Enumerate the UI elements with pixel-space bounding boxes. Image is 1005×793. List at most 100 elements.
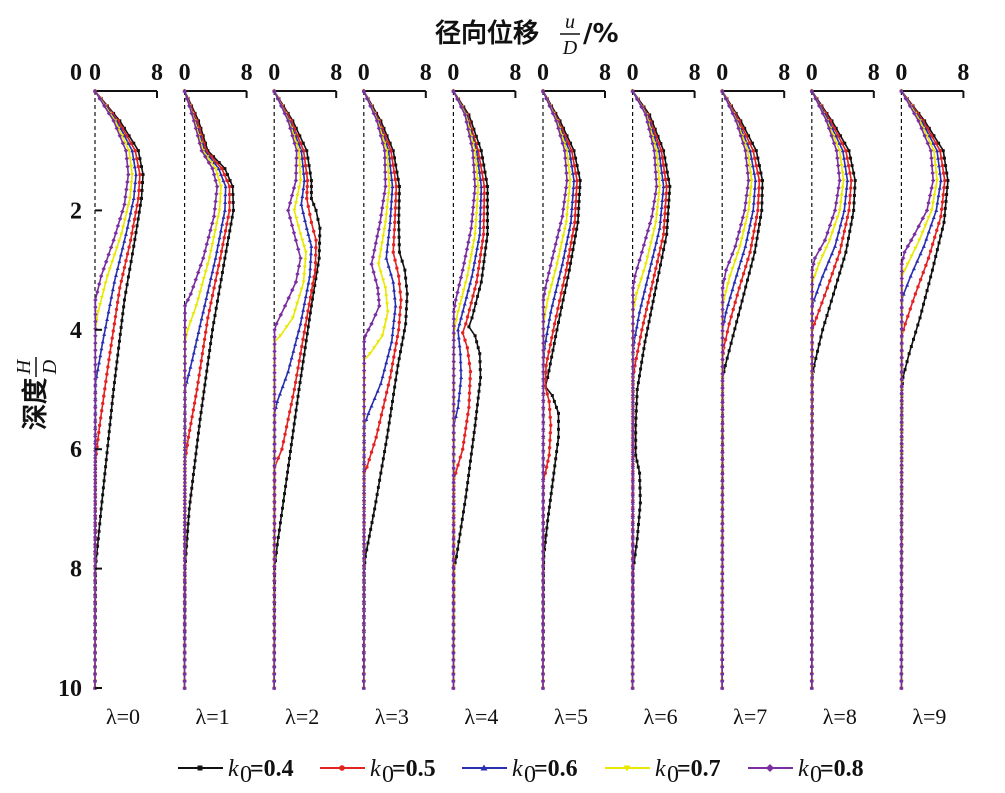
series-point: [564, 283, 568, 287]
series-point: [378, 133, 384, 138]
series-point: [471, 267, 476, 271]
series-point: [662, 149, 666, 153]
series-point: [727, 349, 731, 353]
series-point: [720, 585, 725, 591]
series-point: [272, 542, 277, 547]
series-point: [272, 341, 277, 347]
series-point: [916, 285, 920, 289]
series-point: [641, 321, 646, 325]
series-point: [309, 288, 314, 293]
series-point: [303, 250, 308, 255]
series-point: [219, 249, 224, 254]
series-point: [751, 257, 755, 261]
series-point: [663, 156, 667, 160]
series-point: [96, 310, 101, 314]
series-point: [200, 404, 204, 408]
series-point: [468, 369, 473, 374]
series-point: [657, 271, 661, 275]
series-point: [392, 170, 396, 174]
series-point: [829, 133, 834, 138]
series-point: [473, 253, 478, 257]
series-point: [381, 405, 385, 410]
series-point: [93, 319, 98, 324]
series-point: [392, 288, 397, 292]
series-point: [540, 621, 546, 626]
series-point: [302, 156, 307, 160]
series-point: [113, 314, 118, 319]
series-point: [206, 160, 212, 165]
series-point: [130, 252, 134, 256]
series-point: [566, 234, 571, 238]
series-point: [834, 148, 839, 153]
series-point: [126, 141, 131, 145]
series-point: [809, 397, 815, 402]
series-point: [480, 273, 484, 277]
series-point: [391, 325, 396, 330]
panel-label: λ=2: [285, 704, 319, 729]
series-point: [361, 483, 367, 489]
series-point: [471, 162, 476, 168]
series-point: [565, 134, 569, 138]
series-point: [213, 313, 217, 317]
series-point: [899, 613, 904, 619]
series-point: [464, 119, 469, 125]
series-point: [272, 427, 277, 433]
series-point: [182, 534, 187, 539]
series-point: [117, 346, 121, 350]
series-point: [105, 372, 109, 376]
legend-marker: [339, 765, 345, 771]
series-point: [899, 276, 904, 281]
series-point: [182, 483, 188, 489]
series-point: [540, 585, 546, 590]
series-point: [131, 156, 136, 161]
series-point: [731, 307, 735, 312]
series-point: [397, 250, 401, 254]
series-point: [833, 133, 838, 138]
series-point: [299, 315, 304, 319]
series-point: [558, 268, 563, 273]
series-point: [305, 287, 310, 292]
series-point: [92, 556, 98, 561]
series-point: [465, 488, 469, 492]
series-point: [899, 427, 904, 432]
series-point: [945, 186, 949, 190]
series-point: [295, 335, 300, 340]
series-point: [478, 204, 483, 209]
series-point: [630, 364, 636, 369]
x-tick-label: 0: [447, 60, 459, 86]
series-point: [833, 264, 837, 269]
series-point: [106, 437, 110, 441]
panel-6: 0 8λ=6: [627, 60, 701, 729]
series-point: [361, 426, 367, 431]
series-point: [138, 203, 142, 207]
series-point: [309, 304, 313, 308]
series-point: [106, 365, 110, 369]
series-point: [305, 149, 309, 153]
series-point: [222, 263, 226, 267]
series-point: [299, 202, 304, 207]
series-point: [544, 533, 548, 537]
series-point: [475, 246, 480, 250]
series-point: [838, 134, 842, 138]
series-point: [476, 346, 480, 350]
series-point: [736, 229, 742, 235]
series-point: [809, 448, 815, 453]
series-point: [540, 613, 546, 619]
series-point: [215, 299, 219, 303]
series-point: [280, 447, 284, 451]
series-point: [840, 186, 845, 191]
series-point: [547, 512, 551, 516]
series-point: [736, 313, 740, 317]
series-point: [553, 464, 557, 468]
series-point: [272, 449, 277, 454]
series-point: [474, 205, 479, 209]
series-point: [451, 636, 456, 641]
series-point: [944, 199, 948, 203]
series-point: [305, 316, 309, 320]
series-point: [476, 294, 480, 298]
series-point: [112, 280, 117, 284]
x-tick-label: 8: [151, 60, 163, 86]
series-point: [385, 156, 390, 160]
series-point: [482, 198, 486, 202]
series-point: [659, 212, 664, 216]
